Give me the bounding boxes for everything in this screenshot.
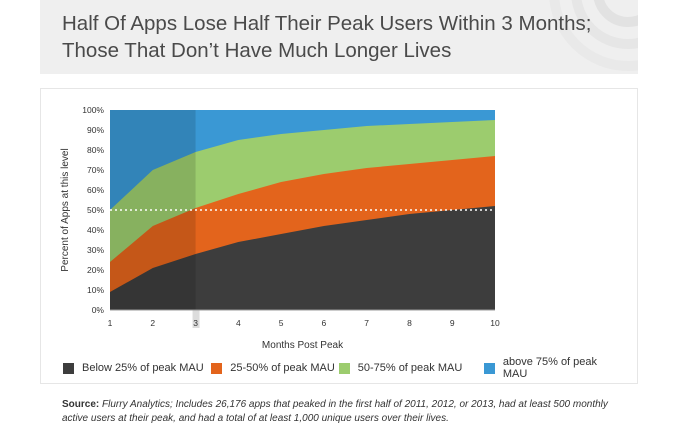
legend-swatch-50-75	[338, 362, 350, 374]
x-tick-label: 8	[407, 318, 412, 328]
source-label: Source:	[62, 399, 100, 410]
x-tick-label: 3	[193, 318, 198, 328]
legend-swatch-above-75	[483, 362, 495, 374]
y-tick-label: 60%	[87, 185, 104, 195]
y-axis-title: Percent of Apps at this level	[60, 148, 71, 271]
title-line-1: Half Of Apps Lose Half Their Peak Users …	[62, 12, 592, 35]
y-tick-label: 100%	[82, 105, 104, 115]
x-tick-label: 9	[450, 318, 455, 328]
x-tick-label: 2	[150, 318, 155, 328]
legend-label-50-75: 50-75% of peak MAU	[357, 362, 463, 374]
source-text: Flurry Analytics; Includes 26,176 apps t…	[62, 399, 608, 424]
y-tick-label: 50%	[87, 205, 104, 215]
x-tick-label: 6	[322, 318, 327, 328]
title-line-2: Those That Don’t Have Much Longer Lives	[62, 39, 452, 62]
title-banner: Half Of Apps Lose Half Their Peak Users …	[40, 0, 638, 74]
x-axis-title: Months Post Peak	[262, 340, 344, 351]
x-tick-label: 1	[108, 318, 113, 328]
area-below-25-of-peak-mau	[110, 206, 495, 310]
y-tick-label: 70%	[87, 165, 104, 175]
y-tick-label: 20%	[87, 265, 104, 275]
legend-item-50-75: 50-75% of peak MAU	[338, 362, 484, 374]
legend-item-below-25: Below 25% of peak MAU	[63, 362, 211, 374]
swirl-logo-icon	[549, 0, 638, 71]
legend-item-25-50: 25-50% of peak MAU	[211, 362, 338, 374]
legend-label-25-50: 25-50% of peak MAU	[230, 362, 335, 374]
page-title: Half Of Apps Lose Half Their Peak Users …	[62, 10, 591, 64]
x-tick-label: 4	[236, 318, 241, 328]
y-tick-label: 0%	[92, 305, 105, 315]
x-tick-label: 7	[364, 318, 369, 328]
legend-swatch-25-50	[211, 362, 223, 374]
legend-item-above-75: above 75% of peak MAU	[483, 356, 623, 380]
source-note: Source: Flurry Analytics; Includes 26,17…	[62, 398, 632, 426]
y-tick-label: 80%	[87, 145, 104, 155]
x-tick-label: 10	[490, 318, 500, 328]
highlight-tick-marker	[192, 310, 200, 328]
y-tick-label: 30%	[87, 245, 104, 255]
legend-label-below-25: Below 25% of peak MAU	[82, 362, 204, 374]
y-tick-label: 90%	[87, 125, 104, 135]
legend-swatch-below-25	[63, 362, 74, 374]
legend-label-above-75: above 75% of peak MAU	[502, 356, 598, 380]
highlight-band-months-1-3	[110, 110, 196, 310]
y-tick-label: 40%	[87, 225, 104, 235]
chart-legend: Below 25% of peak MAU 25-50% of peak MAU…	[63, 356, 623, 380]
x-tick-label: 5	[279, 318, 284, 328]
stacked-area-chart: 0% 10% 20% 30% 40% 50% 60% 70% 80% 90% 100% 1 2 3 4 5 6 7…	[60, 105, 500, 351]
y-tick-label: 10%	[87, 285, 104, 295]
